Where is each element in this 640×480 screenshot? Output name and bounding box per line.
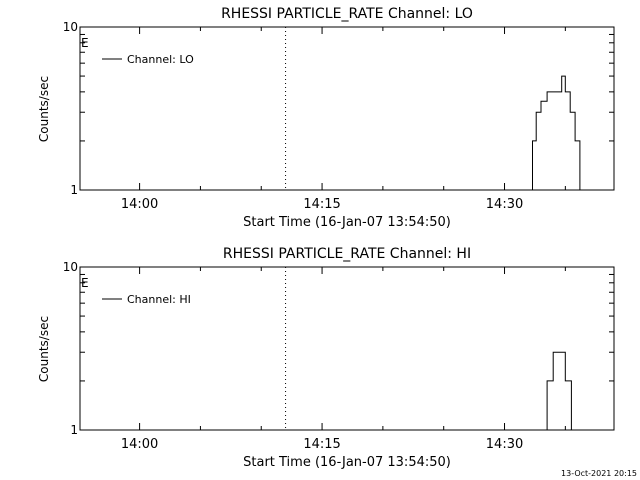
legend-label: Channel: LO: [127, 53, 194, 66]
x-tick-label: 14:30: [486, 437, 523, 452]
event-marker-label: E: [81, 36, 89, 50]
y-axis-label: Counts/sec: [37, 316, 51, 382]
y-tick-label: 10: [63, 260, 78, 274]
y-axis-label: Counts/sec: [37, 76, 51, 142]
panel-lo: RHESSI PARTICLE_RATE Channel: LO Start T…: [37, 6, 615, 230]
y-tick-label: 10: [63, 20, 78, 34]
chart-title: RHESSI PARTICLE_RATE Channel: LO: [221, 6, 473, 22]
x-axis-label: Start Time (16-Jan-07 13:54:50): [243, 455, 451, 470]
plot-frame: [79, 26, 615, 191]
event-marker-label: E: [81, 276, 89, 290]
y-tick-label: 1: [70, 423, 78, 437]
legend-label: Channel: HI: [127, 293, 191, 306]
plot-frame: [79, 266, 615, 431]
y-tick-label: 1: [70, 183, 78, 197]
series-line: [528, 75, 581, 191]
series-line: [541, 351, 578, 431]
x-tick-label: 14:15: [303, 437, 340, 452]
panel-hi: RHESSI PARTICLE_RATE Channel: HI Start T…: [37, 246, 615, 470]
x-tick-label: 14:30: [486, 197, 523, 212]
chart-title: RHESSI PARTICLE_RATE Channel: HI: [223, 246, 471, 262]
x-tick-label: 14:15: [303, 197, 340, 212]
x-axis-label: Start Time (16-Jan-07 13:54:50): [243, 215, 451, 230]
x-tick-label: 14:00: [121, 437, 158, 452]
x-tick-label: 14:00: [121, 197, 158, 212]
footer-timestamp: 13-Oct-2021 20:15: [561, 469, 637, 478]
